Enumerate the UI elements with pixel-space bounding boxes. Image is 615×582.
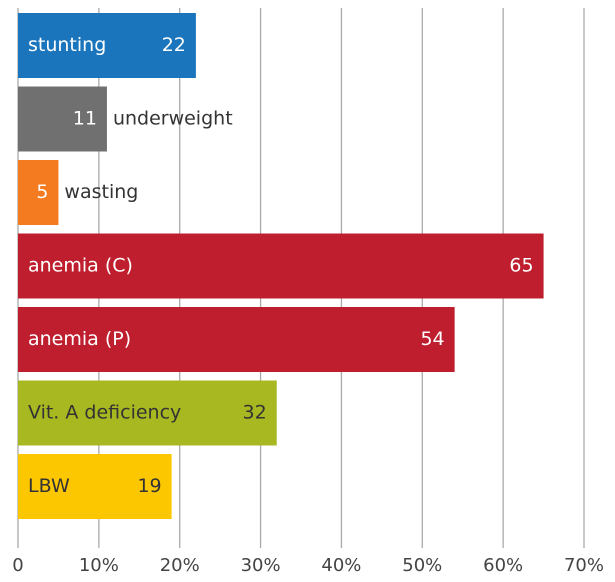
x-tick-label: 50% xyxy=(402,555,442,576)
bar xyxy=(18,160,59,225)
category-label: wasting xyxy=(64,181,138,203)
x-tick-label: 40% xyxy=(321,555,361,576)
category-label: anemia (C) xyxy=(28,255,133,277)
value-label: 19 xyxy=(137,475,161,497)
x-tick-label: 30% xyxy=(241,555,281,576)
category-label: LBW xyxy=(28,475,70,497)
value-label: 65 xyxy=(509,255,533,277)
value-label: 5 xyxy=(36,181,48,203)
bar xyxy=(18,380,277,446)
x-tick-label: 60% xyxy=(483,555,523,576)
x-tick-label: 20% xyxy=(160,555,200,576)
x-tick-label: 10% xyxy=(79,555,119,576)
value-label: 22 xyxy=(162,34,186,56)
category-label: Vit. A deficiency xyxy=(28,402,181,424)
bar xyxy=(18,233,544,299)
value-label: 32 xyxy=(243,402,267,424)
value-label: 54 xyxy=(420,328,444,350)
bar xyxy=(18,454,172,519)
bar xyxy=(18,13,196,78)
x-tick-label: 0 xyxy=(12,555,23,576)
value-label: 11 xyxy=(73,108,97,130)
category-label: anemia (P) xyxy=(28,328,131,350)
bar xyxy=(18,307,455,372)
x-tick-label: 70% xyxy=(564,555,604,576)
category-label: underweight xyxy=(113,108,233,130)
category-label: stunting xyxy=(28,34,106,56)
bar xyxy=(18,86,107,152)
